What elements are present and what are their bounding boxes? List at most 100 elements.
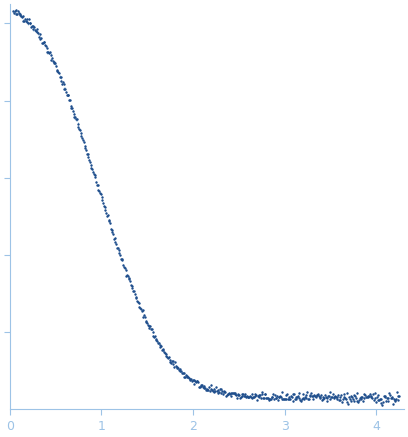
Point: [337, 396, 344, 403]
Point: [255, 392, 262, 399]
Point: [213, 384, 219, 391]
Point: [80, 137, 86, 144]
Point: [30, 26, 37, 33]
Point: [29, 23, 36, 30]
Point: [224, 391, 230, 398]
Point: [200, 383, 207, 390]
Point: [331, 394, 337, 401]
Point: [217, 390, 224, 397]
Point: [383, 397, 389, 404]
Point: [342, 395, 348, 402]
Point: [281, 395, 287, 402]
Point: [216, 388, 222, 395]
Point: [194, 378, 201, 385]
Point: [330, 395, 337, 402]
Point: [21, 17, 27, 24]
Point: [324, 398, 330, 405]
Point: [359, 393, 366, 400]
Point: [228, 390, 235, 397]
Point: [385, 398, 392, 405]
Point: [219, 388, 226, 395]
Point: [278, 389, 285, 396]
Point: [259, 389, 266, 396]
Point: [181, 374, 188, 381]
Point: [354, 397, 361, 404]
Point: [388, 395, 394, 402]
Point: [243, 393, 249, 400]
Point: [70, 107, 76, 114]
Point: [257, 395, 264, 402]
Point: [33, 27, 39, 34]
Point: [256, 393, 263, 400]
Point: [390, 395, 397, 402]
Point: [261, 395, 267, 402]
Point: [346, 395, 353, 402]
Point: [351, 392, 358, 399]
Point: [63, 88, 69, 95]
Point: [79, 134, 85, 141]
Point: [339, 396, 346, 403]
Point: [60, 79, 66, 86]
Point: [193, 378, 200, 385]
Point: [242, 391, 248, 398]
Point: [338, 391, 344, 398]
Point: [168, 360, 174, 367]
Point: [280, 395, 286, 402]
Point: [386, 390, 392, 397]
Point: [381, 392, 387, 399]
Point: [237, 394, 244, 401]
Point: [148, 326, 154, 333]
Point: [288, 393, 294, 400]
Point: [352, 392, 359, 399]
Point: [58, 78, 64, 85]
Point: [90, 168, 96, 175]
Point: [344, 389, 350, 396]
Point: [291, 390, 297, 397]
Point: [156, 341, 163, 348]
Point: [163, 350, 170, 357]
Point: [266, 395, 273, 402]
Point: [246, 393, 253, 400]
Point: [198, 382, 204, 389]
Point: [76, 126, 82, 133]
Point: [96, 187, 102, 194]
Point: [341, 390, 348, 397]
Point: [220, 388, 227, 395]
Point: [226, 389, 233, 396]
Point: [262, 391, 268, 398]
Point: [302, 394, 309, 401]
Point: [207, 382, 214, 388]
Point: [26, 16, 32, 23]
Point: [299, 394, 306, 401]
Point: [13, 10, 20, 17]
Point: [43, 44, 50, 51]
Point: [296, 395, 303, 402]
Point: [295, 393, 301, 400]
Point: [34, 26, 41, 33]
Point: [16, 9, 22, 16]
Point: [169, 358, 175, 365]
Point: [217, 386, 223, 393]
Point: [199, 382, 205, 388]
Point: [67, 97, 73, 104]
Point: [184, 373, 191, 380]
Point: [202, 385, 208, 392]
Point: [353, 395, 359, 402]
Point: [197, 382, 204, 389]
Point: [82, 144, 89, 151]
Point: [158, 342, 164, 349]
Point: [73, 116, 79, 123]
Point: [323, 394, 329, 401]
Point: [251, 390, 258, 397]
Point: [189, 378, 195, 385]
Point: [165, 354, 171, 361]
Point: [367, 394, 374, 401]
Point: [356, 396, 362, 403]
Point: [141, 312, 147, 319]
Point: [343, 396, 349, 403]
Point: [294, 393, 300, 400]
Point: [61, 85, 68, 92]
Point: [275, 396, 281, 403]
Point: [287, 395, 293, 402]
Point: [330, 390, 336, 397]
